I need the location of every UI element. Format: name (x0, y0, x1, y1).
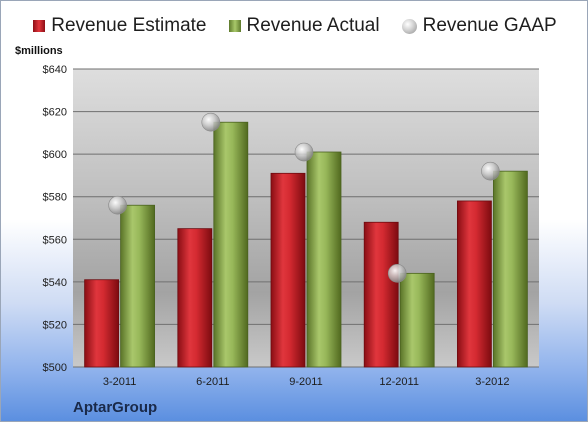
bar-revenue-actual (120, 204, 155, 368)
y-tick-label: $620 (43, 107, 67, 119)
x-tick-label: 3-2011 (103, 376, 136, 388)
marker-revenue-gaap (481, 161, 500, 181)
y-tick-label: $520 (43, 319, 67, 331)
x-tick-label: 12-2011 (379, 376, 419, 388)
bar-revenue-estimate (456, 200, 492, 368)
y-tick-label: $600 (43, 149, 67, 161)
y-tick-label: $540 (43, 277, 67, 289)
y-tick-label: $640 (43, 64, 67, 76)
y-axis-label: $millions (15, 45, 63, 57)
y-tick-label: $560 (43, 234, 67, 246)
bar-revenue-actual (399, 272, 435, 368)
x-tick-label: 6-2011 (196, 376, 229, 388)
legend-item-actual: Revenue Actual (228, 15, 380, 37)
bar-revenue-estimate (177, 228, 213, 368)
legend-item-gaap: Revenue GAAP (401, 15, 557, 37)
bar-revenue-actual (213, 121, 249, 368)
legend-swatch-gaap (401, 18, 417, 34)
x-tick-label: 3-2012 (475, 376, 509, 388)
marker-revenue-gaap (387, 264, 407, 283)
legend: Revenue Estimate Revenue Actual Revenue … (1, 15, 587, 37)
legend-item-estimate: Revenue Estimate (33, 15, 207, 37)
marker-revenue-gaap (108, 195, 127, 215)
y-tick-label: $500 (43, 362, 67, 374)
y-tick-label: $580 (43, 192, 67, 204)
legend-label-estimate: Revenue Estimate (51, 15, 207, 36)
legend-label-gaap: Revenue GAAP (422, 15, 557, 36)
bar-revenue-estimate (363, 221, 399, 368)
bar-revenue-estimate (84, 279, 119, 368)
company-name: AptarGroup (73, 399, 158, 416)
x-tick-label: 9-2011 (289, 376, 322, 388)
bar-revenue-actual (492, 170, 528, 368)
legend-swatch-actual (228, 20, 241, 32)
legend-swatch-estimate (33, 20, 46, 32)
bar-revenue-actual (306, 151, 342, 368)
bar-revenue-estimate (270, 172, 306, 368)
marker-revenue-gaap (294, 142, 314, 162)
legend-label-actual: Revenue Actual (246, 15, 380, 36)
marker-revenue-gaap (201, 112, 221, 132)
